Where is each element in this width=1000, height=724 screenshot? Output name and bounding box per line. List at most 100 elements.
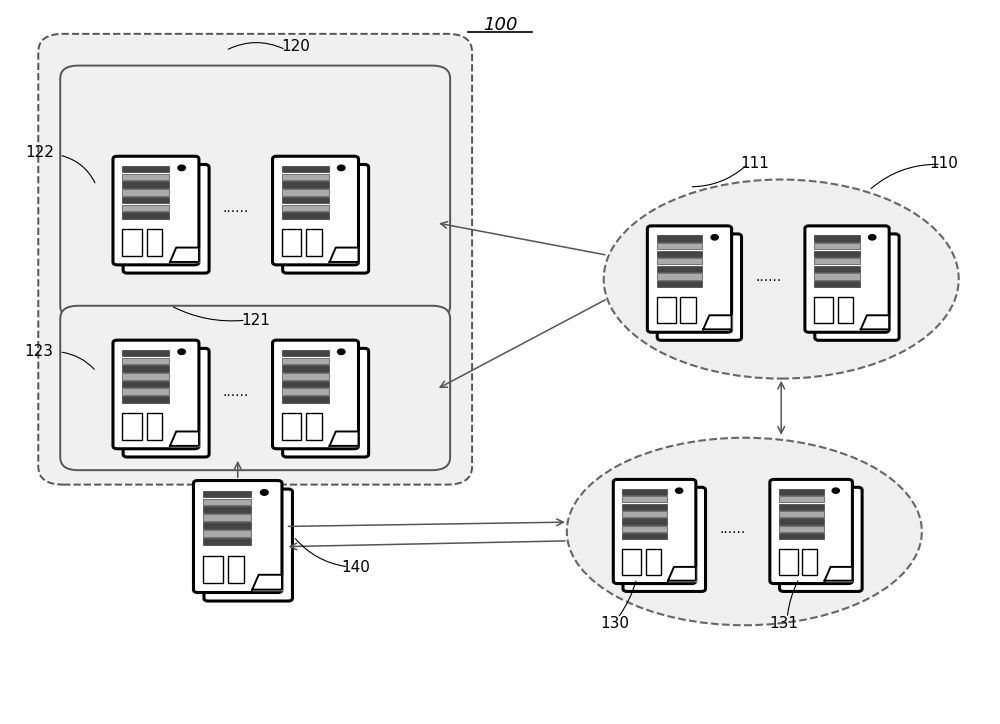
Bar (814, 258, 860, 264)
Bar (282, 381, 329, 387)
Bar (282, 396, 329, 403)
Bar (779, 518, 824, 525)
Bar (122, 389, 169, 395)
Bar (657, 251, 702, 257)
Polygon shape (330, 432, 358, 446)
Bar (282, 358, 329, 364)
FancyBboxPatch shape (815, 234, 899, 340)
Bar (680, 297, 696, 324)
Bar (657, 281, 702, 287)
Circle shape (676, 488, 683, 493)
Ellipse shape (604, 180, 959, 379)
Bar (122, 413, 142, 439)
Bar (122, 358, 169, 364)
FancyBboxPatch shape (123, 348, 209, 457)
Bar (814, 297, 833, 324)
Circle shape (711, 235, 718, 240)
Bar (622, 489, 667, 495)
Bar (203, 523, 251, 529)
Bar (282, 229, 301, 256)
Polygon shape (170, 248, 199, 262)
Bar (122, 166, 169, 172)
Bar (814, 235, 860, 242)
Bar (203, 491, 251, 497)
Bar (657, 297, 676, 324)
FancyBboxPatch shape (273, 156, 358, 265)
Bar (282, 413, 301, 439)
Bar (306, 229, 322, 256)
Bar (657, 258, 702, 264)
FancyBboxPatch shape (60, 66, 450, 319)
FancyBboxPatch shape (780, 487, 862, 592)
Bar (622, 518, 667, 525)
FancyBboxPatch shape (805, 226, 889, 332)
Circle shape (178, 165, 185, 171)
Text: ......: ...... (755, 270, 781, 284)
Bar (282, 389, 329, 395)
Circle shape (869, 235, 876, 240)
FancyBboxPatch shape (38, 34, 472, 484)
FancyBboxPatch shape (623, 487, 706, 592)
Bar (838, 297, 853, 324)
Bar (282, 212, 329, 219)
Bar (779, 533, 824, 539)
FancyBboxPatch shape (283, 164, 369, 273)
Text: 130: 130 (600, 615, 629, 631)
Bar (282, 205, 329, 211)
FancyBboxPatch shape (204, 489, 292, 601)
Bar (122, 189, 169, 195)
FancyBboxPatch shape (113, 156, 199, 265)
Bar (802, 550, 817, 575)
Bar (814, 273, 860, 279)
Bar (814, 281, 860, 287)
Bar (282, 182, 329, 188)
Bar (122, 205, 169, 211)
Bar (814, 243, 860, 249)
Circle shape (338, 349, 345, 355)
Bar (203, 531, 251, 537)
Bar (779, 511, 824, 517)
Bar (203, 515, 251, 521)
Bar (122, 174, 169, 180)
Polygon shape (252, 575, 282, 589)
Bar (228, 555, 244, 584)
Text: 100: 100 (483, 16, 517, 34)
Bar (282, 373, 329, 379)
Bar (122, 381, 169, 387)
Text: 120: 120 (281, 38, 310, 54)
Bar (122, 373, 169, 379)
Bar (282, 174, 329, 180)
Bar (282, 350, 329, 356)
Polygon shape (703, 315, 732, 329)
Polygon shape (861, 315, 889, 329)
FancyBboxPatch shape (123, 164, 209, 273)
Text: 123: 123 (25, 344, 54, 358)
Bar (147, 413, 162, 439)
Bar (122, 396, 169, 403)
FancyBboxPatch shape (657, 234, 742, 340)
Bar (282, 189, 329, 195)
Polygon shape (825, 567, 852, 581)
Bar (646, 550, 661, 575)
Polygon shape (330, 248, 358, 262)
Bar (282, 166, 329, 172)
Bar (779, 496, 824, 502)
Bar (203, 499, 251, 505)
Bar (622, 533, 667, 539)
Bar (657, 273, 702, 279)
Text: 140: 140 (341, 560, 370, 575)
FancyBboxPatch shape (193, 481, 282, 592)
Circle shape (832, 488, 839, 493)
Bar (622, 526, 667, 532)
Bar (622, 496, 667, 502)
Bar (147, 229, 162, 256)
Bar (122, 366, 169, 372)
Bar (306, 413, 322, 439)
Bar (122, 197, 169, 203)
Bar (282, 197, 329, 203)
Bar (814, 266, 860, 272)
Bar (122, 212, 169, 219)
Bar (203, 507, 251, 513)
Bar (203, 555, 223, 584)
Bar (657, 243, 702, 249)
